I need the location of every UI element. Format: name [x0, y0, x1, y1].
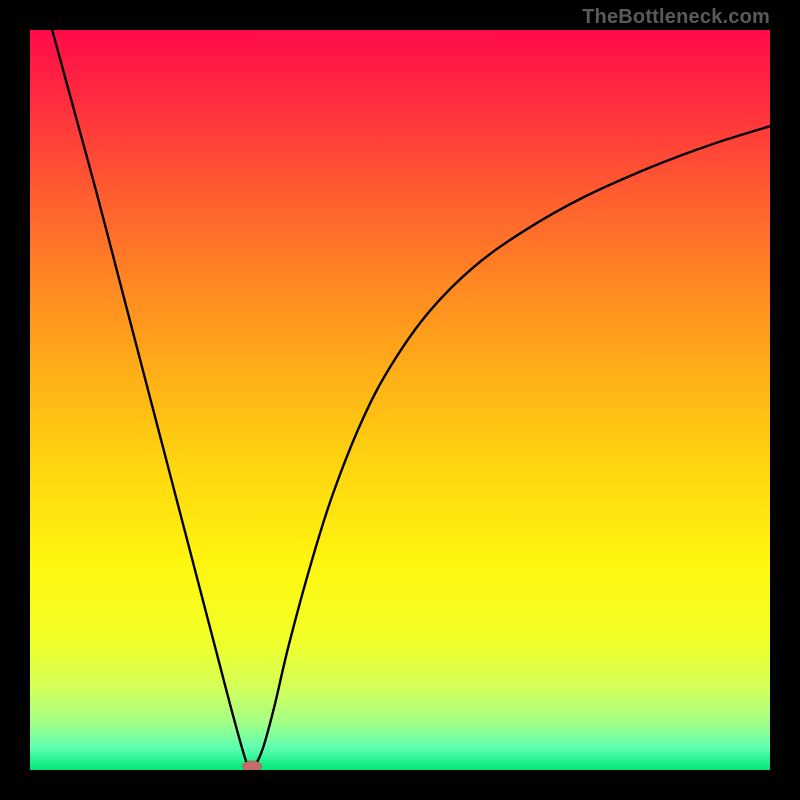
bottleneck-curve-chart: [30, 30, 770, 770]
chart-background: [30, 30, 770, 770]
chart-frame: TheBottleneck.com: [0, 0, 800, 800]
plot-area: [30, 30, 770, 770]
watermark-text: TheBottleneck.com: [582, 6, 770, 29]
minimum-marker: [242, 761, 261, 770]
